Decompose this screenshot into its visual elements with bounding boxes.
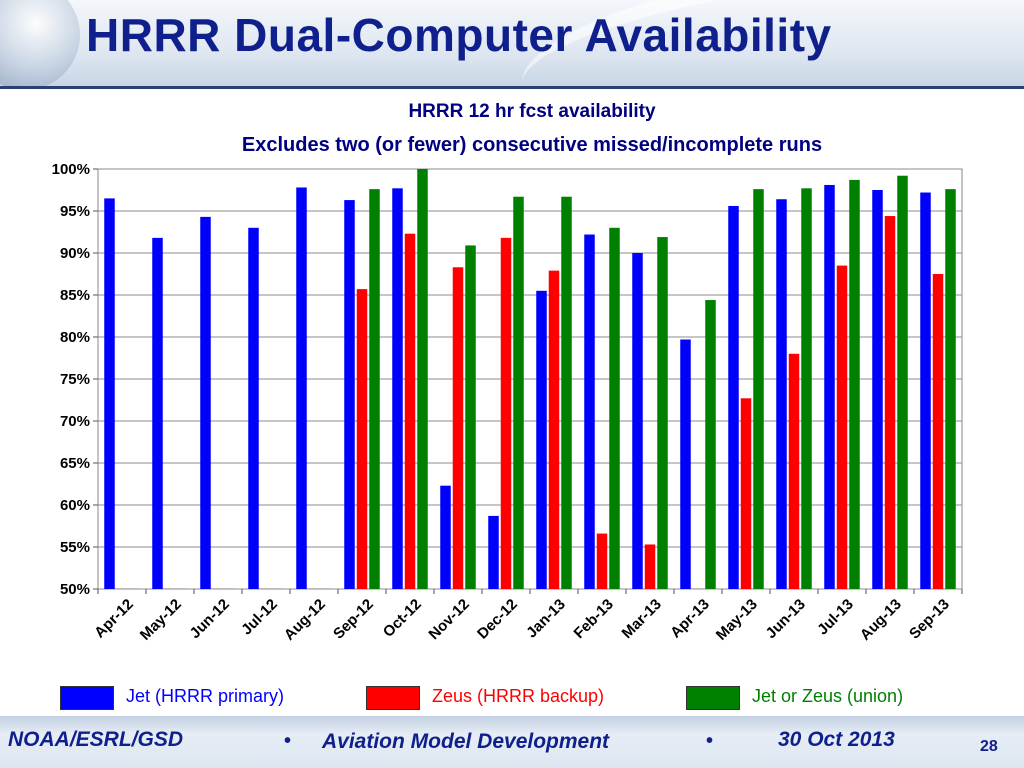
bar-union: [513, 196, 524, 589]
bar-jet: [776, 199, 787, 590]
bar-jet: [728, 205, 739, 589]
y-tick-label: 75%: [60, 371, 90, 388]
x-tick-label: Sep-12: [330, 596, 377, 643]
page-number: 28: [980, 738, 998, 755]
bar-jet: [392, 188, 403, 589]
bar-jet: [248, 227, 259, 590]
bar-zeus: [356, 289, 368, 589]
bar-jet: [200, 216, 211, 589]
x-tick-label: Jun-12: [187, 596, 233, 642]
bar-jet: [152, 237, 163, 589]
y-tick-label: 85%: [60, 287, 90, 304]
legend-label-union: Jet or Zeus (union): [752, 686, 904, 706]
bar-jet: [680, 339, 691, 589]
x-tick-label: Apr-12: [91, 596, 137, 642]
bar-zeus: [740, 398, 752, 589]
slide-header: HRRR Dual-Computer Availability: [0, 0, 1024, 86]
bar-chart: 50% 55% 60% 65% 70% 75% 80% 85% 90% 95% 100% Apr-12…: [52, 161, 963, 644]
x-tick-label: Oct-12: [380, 596, 425, 641]
bar-union: [897, 175, 908, 589]
x-tick-label: Mar-13: [619, 596, 665, 642]
x-tick-label: Sep-13: [906, 596, 953, 643]
bar-zeus: [596, 533, 608, 589]
y-tick-label: 60%: [60, 497, 90, 514]
legend-swatch-union: [686, 686, 740, 710]
bar-union: [369, 189, 380, 589]
x-tick-label: Nov-12: [425, 596, 472, 643]
x-tick-label: Dec-12: [474, 596, 521, 643]
slide-title: HRRR Dual-Computer Availability: [86, 9, 832, 61]
header-divider: [0, 86, 1024, 89]
footer-date: 30 Oct 2013: [778, 728, 895, 751]
bar-union: [945, 189, 956, 589]
y-tick-label: 65%: [60, 455, 90, 472]
x-tick-label: Jul-13: [814, 596, 857, 639]
bar-jet: [872, 190, 883, 589]
x-tick-label: Aug-13: [857, 596, 905, 644]
legend-swatch-zeus: [366, 686, 420, 710]
footer-org: NOAA/ESRL/GSD: [8, 728, 184, 751]
footer-bullet-right: •: [706, 730, 714, 752]
x-tick-label: May-12: [137, 596, 185, 644]
bar-jet: [632, 253, 643, 589]
x-tick-label: Jan-13: [523, 596, 569, 642]
bar-union: [657, 237, 668, 589]
y-tick-label: 70%: [60, 413, 90, 430]
bar-zeus: [644, 544, 656, 589]
footer-center: Aviation Model Development: [322, 730, 610, 753]
y-tick-label: 55%: [60, 539, 90, 556]
bar-jet: [536, 290, 547, 589]
bar-jet: [584, 234, 595, 589]
globe-logo: [0, 0, 80, 86]
x-tick-label: Jul-12: [238, 596, 281, 639]
bar-zeus: [500, 237, 512, 589]
bar-jet: [824, 184, 835, 589]
x-tick-label: May-13: [713, 596, 761, 644]
bar-jet: [296, 187, 307, 590]
x-tick-label: Feb-13: [571, 596, 617, 642]
x-tick-label: Jun-13: [763, 596, 809, 642]
bar-union: [753, 189, 764, 589]
bar-union: [465, 245, 476, 589]
x-tick-label: Aug-12: [281, 596, 329, 644]
bar-zeus: [788, 353, 800, 589]
y-tick-label: 50%: [60, 581, 90, 598]
legend-label-zeus: Zeus (HRRR backup): [432, 686, 605, 706]
y-tick-label: 100%: [52, 161, 90, 178]
bar-zeus: [404, 233, 416, 589]
bar-jet: [488, 515, 499, 589]
bar-jet: [440, 485, 451, 589]
bar-union: [849, 179, 860, 590]
y-tick-label: 95%: [60, 203, 90, 220]
chart-title: HRRR 12 hr fcst availability: [408, 101, 656, 122]
footer-bullet-left: •: [284, 730, 292, 752]
bar-jet: [920, 192, 931, 589]
bar-zeus: [836, 265, 848, 589]
x-tick-label: Apr-13: [667, 596, 713, 642]
bar-zeus: [452, 267, 464, 589]
bar-zeus: [884, 216, 896, 589]
legend-label-jet: Jet (HRRR primary): [126, 686, 285, 706]
slide-footer: NOAA/ESRL/GSD • Aviation Model Developme…: [0, 716, 1024, 768]
bar-jet: [344, 200, 355, 589]
bar-union: [609, 227, 620, 590]
y-tick-label: 80%: [60, 329, 90, 346]
y-tick-label: 90%: [60, 245, 90, 262]
bar-union: [705, 300, 716, 589]
bar-union: [417, 169, 428, 589]
bar-union: [801, 188, 812, 589]
bar-zeus: [932, 274, 944, 589]
bar-zeus: [548, 270, 560, 589]
legend-swatch-jet: [60, 686, 114, 710]
chart-subtitle: Excludes two (or fewer) consecutive miss…: [241, 134, 823, 156]
bar-jet: [104, 198, 115, 589]
bar-union: [561, 196, 572, 589]
